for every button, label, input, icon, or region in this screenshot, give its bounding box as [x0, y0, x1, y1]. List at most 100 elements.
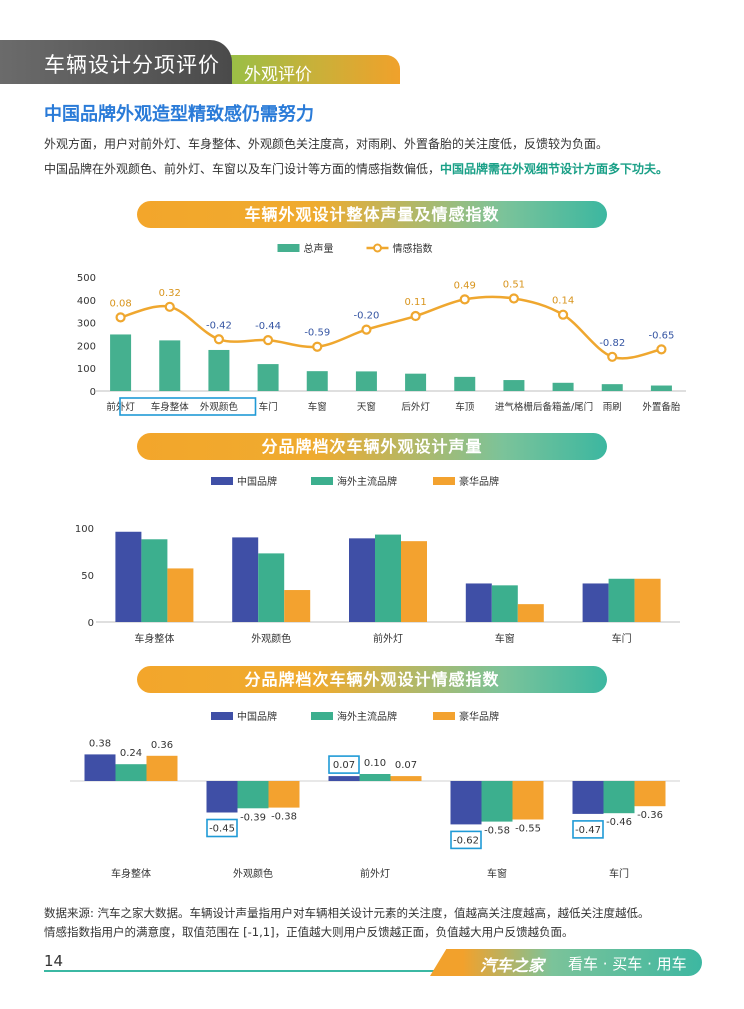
- legend-label: 中国品牌: [237, 475, 277, 488]
- sentiment-bar-overseas: [115, 764, 147, 781]
- sentiment-bar-luxury: [512, 781, 544, 820]
- volume-bar: [552, 382, 574, 391]
- legend-swatch: [311, 477, 333, 485]
- y-tick-label: 300: [77, 319, 96, 330]
- page-headline: 中国品牌外观造型精致感仍需努力: [44, 104, 314, 125]
- sentiment-bar-china: [450, 781, 482, 825]
- legend-swatch: [277, 244, 300, 252]
- intro-paragraph-2: 中国品牌在外观颜色、前外灯、车窗以及车门设计等方面的情感指数偏低，中国品牌需在外…: [44, 160, 668, 177]
- x-tick-label: 车窗: [495, 632, 515, 645]
- legend-swatch: [433, 477, 455, 485]
- volume-bar: [306, 371, 328, 391]
- legend-label: 中国品牌: [237, 710, 277, 723]
- legend-label: 豪华品牌: [459, 475, 499, 488]
- sentiment-data-label: -0.45: [209, 824, 235, 835]
- x-tick-label: 后外灯: [401, 401, 430, 413]
- footer-divider: [44, 970, 469, 972]
- x-tick-label: 天窗: [357, 401, 376, 413]
- sentiment-data-label: 0.08: [109, 298, 131, 309]
- sentiment-data-label: 0.11: [404, 297, 426, 308]
- y-tick-label: 100: [75, 524, 94, 535]
- y-tick-label: 200: [77, 341, 96, 352]
- x-tick-label: 雨刷: [603, 402, 622, 413]
- sentiment-line: [120, 295, 662, 360]
- sentiment-bar-overseas: [237, 781, 269, 809]
- volume-bar-china: [465, 583, 492, 622]
- china-value-highlight-box: [450, 830, 482, 850]
- volume-bar: [601, 384, 623, 391]
- sentiment-point: [607, 351, 618, 362]
- y-tick-label: 400: [77, 296, 96, 307]
- sentiment-bar-overseas: [359, 774, 391, 781]
- volume-bar-luxury: [401, 541, 427, 622]
- sentiment-point: [410, 310, 421, 322]
- footnote-definition: 情感指数指用户的满意度，取值范围在 [-1,1]，正值越大则用户反馈越正面，负值…: [44, 925, 574, 939]
- volume-bar: [257, 364, 279, 391]
- sentiment-data-label: -0.42: [206, 320, 232, 331]
- sentiment-point: [508, 293, 520, 304]
- volume-bar: [208, 349, 230, 391]
- x-tick-label: 后备箱盖/尾门: [533, 401, 593, 413]
- footer-brand-bar: [430, 949, 702, 976]
- volume-bar-china: [349, 538, 375, 622]
- x-tick-label: 车身整体: [151, 401, 190, 413]
- brand-logo-text: 汽车之家: [480, 956, 545, 975]
- legend-swatch: [211, 477, 233, 485]
- sentiment-data-label: 0.49: [454, 280, 476, 291]
- sentiment-data-label: -0.36: [637, 810, 663, 821]
- chart-volume-sentiment: 总声量 情感指数 0 100 200 300 400 500 前外灯 车身整体 外观颜色 车门 车窗 天窗…: [77, 242, 686, 416]
- y-tick-label: 500: [77, 273, 96, 284]
- chart-brand-sentiment: 中国品牌 海外主流品牌 豪华品牌 0.38 0.24 0.36 车身整体 -0.45 -0.39…: [70, 710, 680, 880]
- volume-bar: [650, 385, 672, 391]
- category-highlight-box: [119, 397, 257, 416]
- sentiment-data-label: 0.24: [120, 748, 142, 759]
- x-tick-label: 车门: [609, 867, 629, 880]
- x-tick-label: 车窗: [487, 867, 507, 880]
- legend-swatch: [433, 712, 455, 720]
- y-tick-label: 50: [81, 571, 94, 582]
- sentiment-point: [459, 294, 470, 305]
- sentiment-bar-china: [572, 781, 604, 814]
- x-tick-label: 车窗: [308, 401, 327, 413]
- sentiment-bar-overseas: [603, 781, 635, 814]
- volume-bar-overseas: [608, 578, 635, 622]
- x-tick-label: 进气格栅: [495, 401, 534, 413]
- sentiment-point: [312, 341, 323, 352]
- y-tick-label: 100: [77, 364, 96, 375]
- sentiment-bar-luxury: [634, 781, 666, 807]
- legend-swatch: [211, 712, 233, 720]
- volume-bar-china: [232, 537, 259, 622]
- legend-line-marker: [373, 243, 382, 253]
- page-number: 14: [44, 952, 64, 970]
- sentiment-point: [262, 335, 274, 346]
- legend-label: 海外主流品牌: [337, 710, 397, 723]
- sentiment-data-label: -0.44: [255, 321, 281, 332]
- x-tick-label: 外观颜色: [251, 632, 291, 645]
- sentiment-data-label: -0.82: [599, 338, 625, 349]
- sentiment-data-label: 0.51: [503, 279, 525, 290]
- chart1-title: 车辆外观设计整体声量及情感指数: [137, 201, 607, 228]
- sentiment-data-label: -0.55: [515, 824, 541, 835]
- sentiment-point: [213, 334, 225, 345]
- china-value-highlight-box: [206, 818, 238, 838]
- volume-bar: [405, 373, 427, 391]
- sentiment-data-label: 0.07: [395, 760, 417, 771]
- sentiment-data-label: -0.47: [575, 825, 601, 836]
- x-tick-label: 车身整体: [134, 632, 174, 645]
- x-tick-label: 车门: [612, 632, 632, 645]
- y-tick-label: 0: [88, 618, 94, 629]
- header-subtitle: 外观评价: [244, 65, 312, 85]
- sentiment-bar-china: [84, 754, 116, 781]
- chart3-title: 分品牌档次车辆外观设计情感指数: [137, 666, 607, 693]
- chart-brand-volume: 中国品牌 海外主流品牌 豪华品牌 0 50 100 车身整体 外观颜色 前外灯 车窗 车门: [75, 475, 680, 645]
- header-title: 车辆设计分项评价: [44, 53, 220, 77]
- volume-bar: [159, 340, 181, 391]
- volume-bar-overseas: [491, 585, 518, 622]
- x-tick-label: 外置备胎: [642, 401, 681, 413]
- x-tick-label: 前外灯: [373, 632, 403, 645]
- legend-label: 豪华品牌: [459, 710, 499, 723]
- sentiment-bar-luxury: [268, 781, 300, 808]
- y-tick-label: 0: [90, 387, 96, 398]
- volume-bar: [355, 371, 377, 391]
- footnote-source: 数据来源: 汽车之家大数据。车辆设计声量指用户对车辆相关设计元素的关注度，值越高…: [44, 906, 650, 920]
